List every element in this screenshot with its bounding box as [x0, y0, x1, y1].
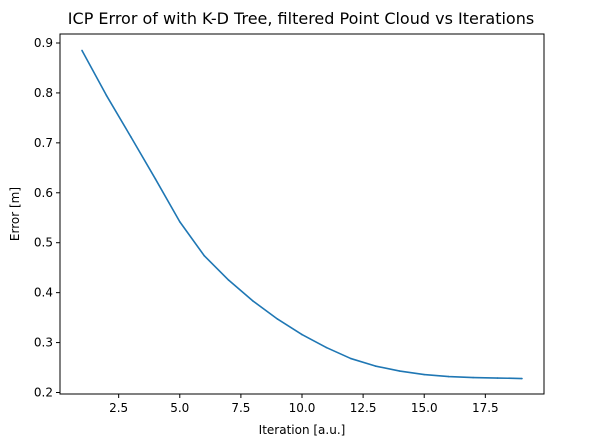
x-tick-label: 5.0 [170, 401, 189, 415]
data-point [154, 177, 157, 180]
data-point [325, 346, 328, 349]
data-point [81, 49, 83, 52]
x-tick-label: 17.5 [472, 401, 499, 415]
y-axis: 0.2 0.3 0.4 0.5 0.6 0.7 0.8 0.9 [34, 36, 60, 400]
data-point [423, 373, 426, 376]
x-tick-label: 12.5 [350, 401, 377, 415]
data-point [203, 254, 206, 257]
data-point [398, 370, 401, 372]
y-tick-label: 0.2 [34, 386, 53, 400]
x-axis: 2.5 5.0 7.5 10.0 12.5 15.0 17.5 [109, 394, 499, 415]
x-axis-label: Iteration [a.u.] [259, 423, 346, 437]
data-point [301, 333, 303, 336]
y-tick-label: 0.3 [34, 336, 53, 350]
data-point [496, 377, 499, 379]
plot-area [59, 33, 545, 395]
y-tick-label: 0.7 [34, 136, 53, 150]
data-point [130, 136, 132, 138]
data-point [276, 318, 279, 320]
data-point [252, 300, 254, 302]
y-tick-label: 0.4 [34, 286, 53, 300]
data-point [105, 94, 108, 97]
data-point [178, 220, 181, 223]
chart-title: ICP Error of with K-D Tree, filtered Poi… [68, 9, 534, 28]
y-tick-label: 0.5 [34, 236, 53, 250]
y-axis-label: Error [m] [8, 187, 22, 241]
data-point [472, 376, 474, 379]
series-layer [81, 49, 523, 380]
x-tick-label: 15.0 [411, 401, 438, 415]
data-point [350, 357, 352, 360]
x-tick-label: 10.0 [289, 401, 316, 415]
data-point [447, 375, 450, 378]
y-tick-label: 0.9 [34, 36, 53, 50]
y-tick-label: 0.6 [34, 186, 53, 200]
x-tick-label: 7.5 [231, 401, 250, 415]
y-tick-label: 0.8 [34, 86, 53, 100]
x-tick-label: 2.5 [109, 401, 128, 415]
data-point [374, 365, 377, 367]
data-point [227, 279, 230, 281]
data-point [521, 377, 523, 380]
